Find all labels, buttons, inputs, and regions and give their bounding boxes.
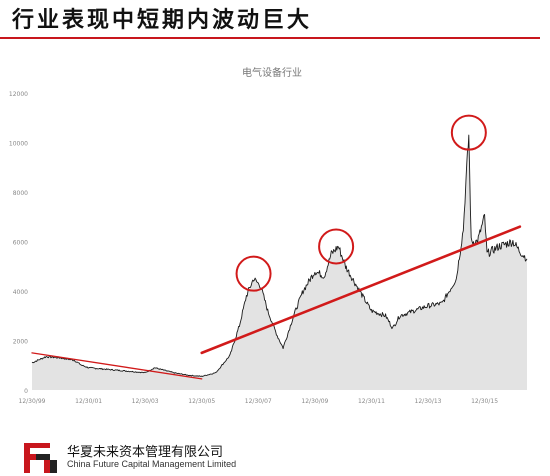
trend-line	[31, 352, 203, 380]
y-tick-label: 8000	[13, 190, 28, 197]
title-divider	[0, 37, 540, 39]
x-tick-label: 12/30/07	[245, 398, 272, 405]
y-axis-labels: 0 2000 4000 6000 8000 10000 12000	[9, 91, 28, 395]
highlight-circle	[318, 228, 355, 265]
x-tick-label: 12/30/11	[358, 398, 385, 405]
company-name-en: China Future Capital Management Limited	[67, 459, 237, 469]
series-area	[32, 135, 527, 390]
x-tick-label: 12/30/99	[19, 398, 46, 405]
chart-title: 电气设备行业	[242, 66, 302, 79]
y-tick-label: 12000	[9, 91, 28, 98]
trend-layer	[31, 225, 522, 380]
fc-logo-icon	[22, 442, 58, 474]
trend-line	[200, 225, 522, 355]
y-tick-label: 0	[24, 388, 28, 395]
x-tick-label: 12/30/01	[75, 398, 102, 405]
annotation-layer	[235, 114, 487, 292]
y-tick-label: 4000	[13, 289, 28, 296]
highlight-circle	[450, 114, 487, 151]
page-title: 行业表现中短期内波动巨大	[12, 8, 313, 33]
company-footer: 华夏未来资本管理有限公司 China Future Capital Manage…	[22, 440, 322, 474]
y-tick-label: 2000	[13, 339, 28, 346]
series-layer	[31, 134, 528, 390]
x-tick-label: 12/30/13	[415, 398, 442, 405]
industry-index-chart: 电气设备行业 0 2000 4000 6000 8000 10000 12000 12/30…	[9, 66, 528, 405]
x-tick-label: 12/30/05	[188, 398, 215, 405]
company-name-cn: 华夏未来资本管理有限公司	[67, 445, 224, 460]
y-tick-label: 10000	[9, 141, 28, 148]
x-tick-label: 12/30/03	[132, 398, 159, 405]
x-tick-label: 12/30/09	[301, 398, 328, 405]
x-axis-labels: 12/30/99 12/30/01 12/30/03 12/30/05 12/30/07…	[19, 398, 499, 405]
highlight-circle	[235, 255, 272, 292]
x-tick-label: 12/30/15	[471, 398, 498, 405]
series-line	[31, 134, 528, 377]
y-tick-label: 6000	[13, 240, 28, 247]
